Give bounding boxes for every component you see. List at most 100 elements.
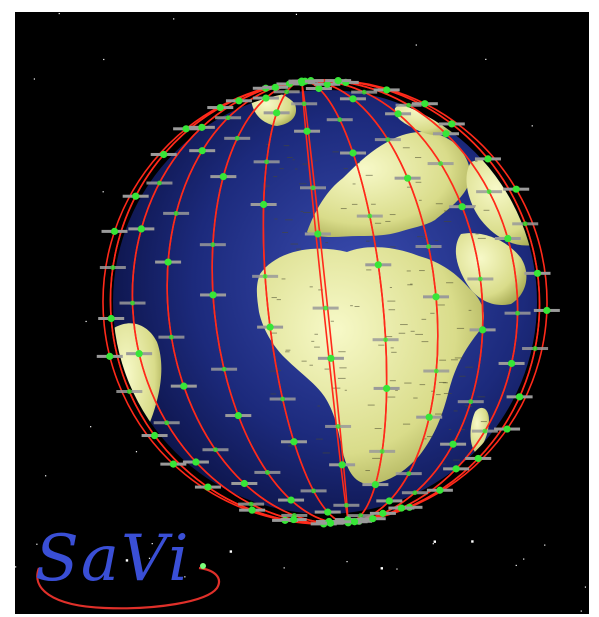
image-frame: SaVi — [15, 12, 589, 614]
satellite — [238, 501, 265, 507]
satellite-body — [130, 300, 135, 306]
border-mark — [458, 429, 466, 431]
satellite-body — [290, 515, 298, 524]
border-mark — [296, 248, 302, 250]
satellite-body — [311, 488, 316, 494]
star — [515, 564, 517, 567]
satellite — [215, 115, 242, 121]
star — [415, 44, 417, 46]
border-mark — [340, 208, 347, 210]
border-mark — [322, 452, 330, 454]
border-mark — [276, 369, 282, 371]
satellite-body — [210, 242, 216, 248]
border-mark — [398, 332, 406, 334]
border-mark — [281, 278, 286, 280]
satellite — [160, 460, 187, 468]
border-mark — [385, 220, 391, 222]
satellite-body — [412, 490, 418, 496]
star — [485, 58, 487, 60]
border-mark — [365, 174, 373, 176]
border-mark — [387, 300, 396, 302]
satellite — [294, 127, 321, 135]
satellite — [388, 504, 415, 512]
satellite — [359, 515, 386, 523]
border-mark — [365, 470, 370, 472]
border-mark — [282, 231, 289, 233]
satellite — [200, 291, 227, 299]
star — [148, 557, 151, 559]
border-mark — [265, 185, 270, 187]
satellite — [122, 192, 149, 200]
satellite-body — [164, 258, 172, 266]
satellite-body — [484, 155, 492, 163]
border-mark — [344, 389, 347, 391]
satellite-body — [482, 428, 488, 434]
satellite — [182, 458, 209, 466]
border-mark — [339, 367, 347, 369]
satellite — [239, 506, 266, 514]
satellite-body — [235, 97, 243, 105]
star — [85, 320, 87, 323]
border-mark — [325, 242, 329, 244]
border-mark — [465, 366, 473, 368]
border-mark — [343, 168, 348, 170]
border-mark — [438, 381, 447, 383]
border-mark — [351, 203, 358, 205]
satellite — [416, 413, 443, 421]
satellite-body — [383, 384, 391, 393]
satellite — [252, 273, 279, 279]
border-mark — [285, 351, 290, 353]
border-mark — [417, 236, 424, 238]
satellite-body — [515, 393, 524, 401]
satellite-body — [219, 173, 227, 181]
satellite-body — [335, 424, 341, 429]
satellite-body — [221, 366, 227, 372]
satellite-body — [479, 326, 487, 334]
satellite — [351, 89, 378, 95]
satellite — [231, 479, 258, 488]
satellite-body — [110, 265, 116, 270]
border-mark — [421, 318, 427, 320]
star — [15, 566, 17, 568]
satellite-body — [248, 501, 254, 507]
satellite — [512, 221, 539, 227]
satellite — [467, 276, 494, 282]
satellite-body — [406, 471, 412, 477]
satellite-body — [164, 420, 170, 426]
satellite — [503, 185, 530, 193]
satellite-body — [192, 458, 200, 466]
satellite-body — [394, 110, 402, 118]
satellite — [506, 393, 533, 401]
border-mark — [464, 404, 467, 406]
border-mark — [419, 384, 426, 386]
border-mark — [402, 423, 411, 425]
border-mark — [283, 145, 290, 147]
satellite-body — [371, 480, 379, 489]
border-mark — [410, 283, 413, 285]
satellite — [254, 470, 281, 475]
border-mark — [270, 393, 277, 395]
satellite — [250, 200, 277, 209]
border-mark — [332, 151, 339, 153]
satellite-body — [425, 413, 433, 421]
border-mark — [477, 237, 486, 239]
star — [531, 125, 533, 127]
border-mark — [378, 344, 385, 346]
satellite — [314, 508, 341, 516]
satellite — [225, 97, 252, 105]
satellite-body — [361, 89, 367, 95]
satellite — [280, 438, 307, 446]
satellite — [128, 225, 155, 233]
border-mark — [270, 332, 278, 334]
satellite-body — [515, 310, 520, 316]
satellite-body — [216, 103, 224, 112]
satellite-body — [404, 174, 412, 182]
star — [184, 576, 186, 578]
satellite — [314, 80, 341, 88]
star — [229, 550, 233, 553]
satellite — [340, 149, 367, 157]
satellite — [278, 496, 305, 504]
border-mark — [389, 287, 392, 289]
star — [103, 58, 105, 61]
satellite — [202, 447, 229, 453]
